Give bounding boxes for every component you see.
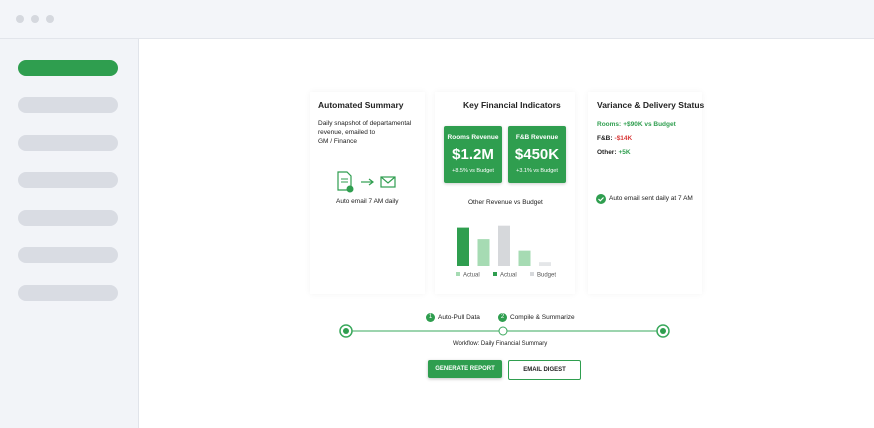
legend-swatch — [530, 272, 534, 276]
window-dots — [16, 15, 54, 23]
legend-label: Budget — [537, 273, 556, 279]
step: 1 Auto-Pull Data — [426, 313, 480, 322]
nav-item-active[interactable] — [18, 60, 118, 76]
variance-panel: Variance & Delivery Status — [588, 92, 705, 294]
legend-label: Actual — [500, 273, 517, 279]
kpi-card: F&B Revenue $450K +3.1% vs Budget — [508, 126, 566, 183]
nav-item[interactable] — [18, 135, 118, 151]
description-line: revenue, emailed to — [318, 129, 376, 136]
title-bar — [0, 0, 874, 39]
bar — [457, 227, 469, 266]
step-number: 2 — [498, 313, 507, 322]
panel-title: Key Financial Indicators — [463, 100, 561, 110]
step-label: Auto-Pull Data — [438, 314, 480, 321]
description-line: GM / Finance — [318, 138, 358, 145]
kpi-delta: +8.5% vs Budget — [452, 168, 494, 174]
legend-label: Actual — [463, 273, 480, 279]
kpi-value: $1.2M — [452, 146, 494, 163]
note: Auto email 7 AM daily — [336, 198, 399, 205]
bar — [498, 225, 510, 266]
variance-value: -$14K — [614, 135, 633, 142]
variance-item: Other: +5K — [597, 149, 676, 156]
bar — [518, 250, 531, 266]
step: 2 Compile & Summarize — [498, 313, 575, 322]
variance-list: Rooms: +$90K vs Budget F&B: -$14K Other: +5K — [597, 121, 676, 163]
workflow-line — [339, 324, 670, 338]
email-flow-icons — [337, 171, 396, 193]
bar — [477, 239, 490, 266]
nav-item[interactable] — [18, 172, 118, 188]
workflow-caption: Workflow: Daily Financial Summary — [453, 341, 548, 347]
variance-label: Other: — [597, 149, 617, 156]
variance-item: Rooms: +$90K vs Budget — [597, 121, 676, 128]
generate-button[interactable]: GENERATE REPORT — [428, 360, 502, 378]
email-button[interactable]: EMAIL DIGEST — [508, 360, 581, 380]
step-number: 1 — [426, 313, 435, 322]
legend-swatch — [456, 272, 460, 276]
panel-title: Variance & Delivery Status — [597, 100, 705, 110]
check-icon — [596, 194, 606, 204]
legend-swatch — [493, 272, 497, 276]
variance-value: +5K — [618, 149, 631, 156]
nav-item[interactable] — [18, 285, 118, 301]
step-label: Compile & Summarize — [510, 314, 575, 321]
summary-panel: Automated Summary Daily snapshot of depa… — [310, 92, 425, 294]
variance-label: Rooms: — [597, 121, 622, 128]
chart-title: Other Revenue vs Budget — [468, 199, 543, 206]
nav-item[interactable] — [18, 247, 118, 263]
bar — [539, 262, 551, 266]
kpi-value: $450K — [514, 146, 560, 163]
bar-chart: Actual Actual Budget — [456, 225, 556, 279]
variance-label: F&B: — [597, 135, 613, 142]
nav-item[interactable] — [18, 210, 118, 226]
kpi-card: Rooms Revenue $1.2M +8.5% vs Budget — [444, 126, 502, 183]
panel-title: Automated Summary — [318, 100, 404, 110]
kpi-delta: +3.1% vs Budget — [516, 168, 558, 174]
kpi-label: F&B Revenue — [515, 134, 559, 141]
kpi-label: Rooms Revenue — [447, 134, 499, 141]
variance-value: +$90K vs Budget — [623, 121, 676, 128]
nav-item[interactable] — [18, 97, 118, 113]
description-line: Daily snapshot of departamental — [318, 120, 412, 127]
status: Auto email sent daily at 7 AM — [609, 195, 693, 202]
variance-item: F&B: -$14K — [597, 135, 676, 142]
